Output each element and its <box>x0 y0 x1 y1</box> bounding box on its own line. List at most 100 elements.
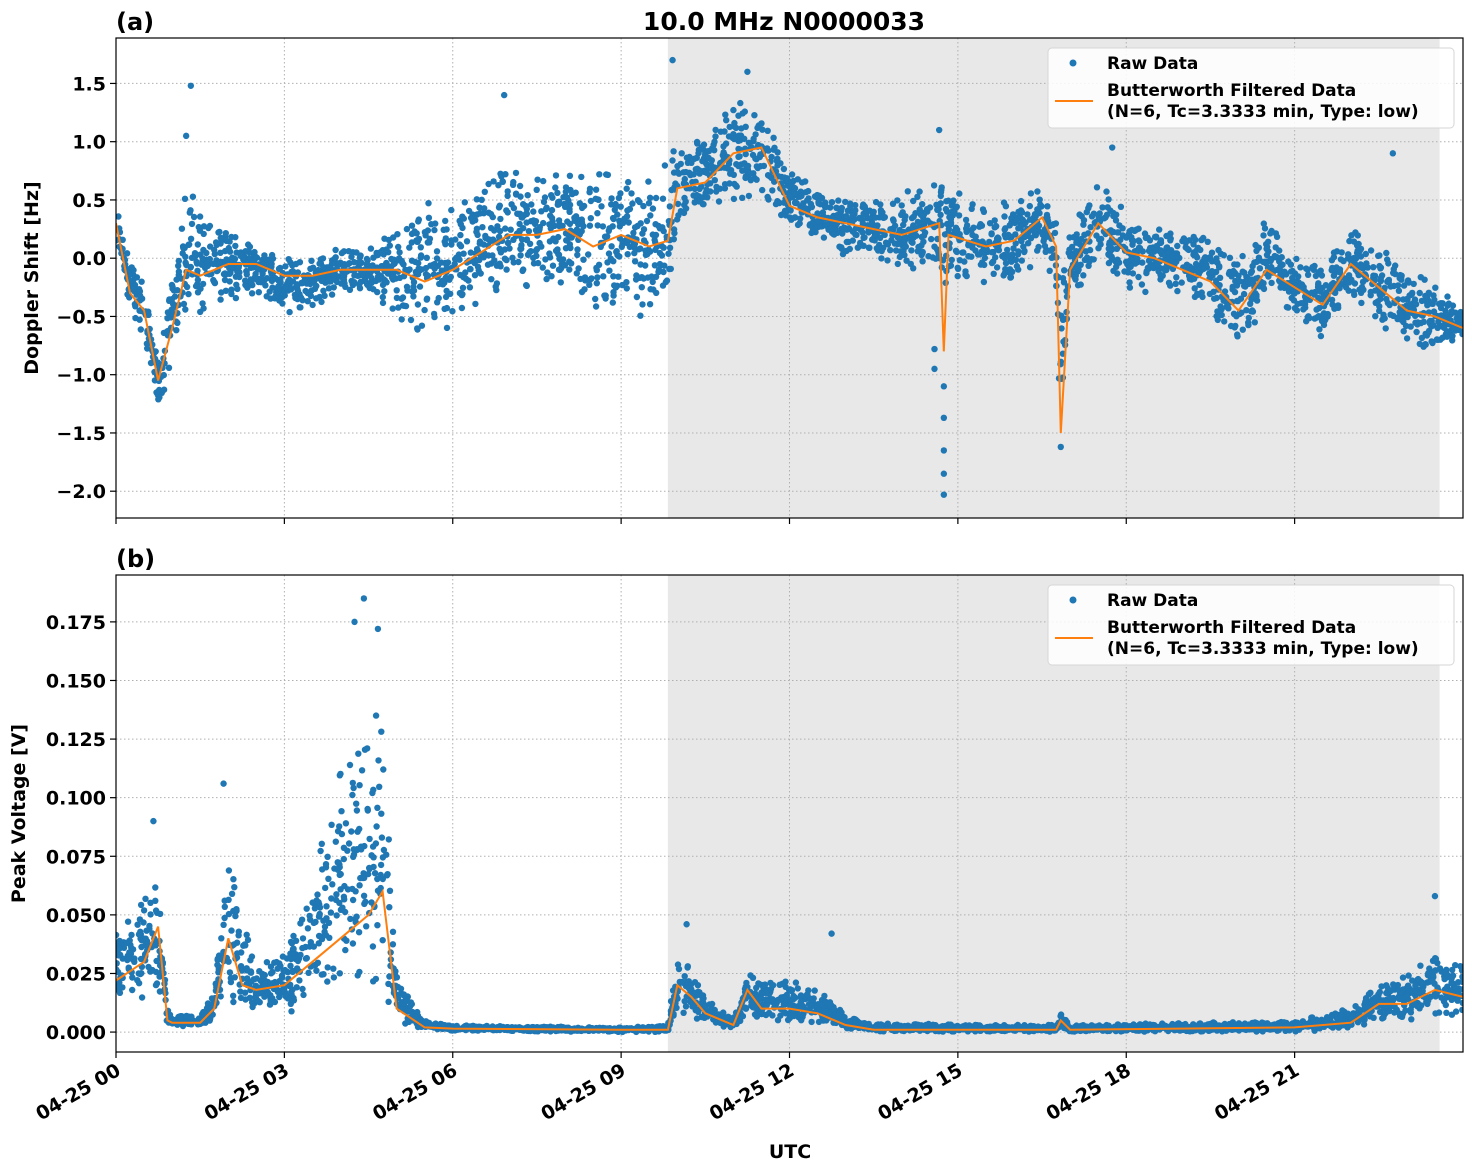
raw-data-point <box>336 864 343 871</box>
raw-data-point <box>735 162 742 170</box>
raw-data-point <box>808 1003 815 1010</box>
raw-data-point <box>873 245 880 252</box>
raw-data-point <box>1190 233 1197 241</box>
raw-data-point <box>569 190 576 198</box>
raw-data-point <box>520 212 527 219</box>
raw-data-point <box>884 241 892 248</box>
raw-data-point <box>236 273 243 281</box>
raw-data-point <box>183 283 191 291</box>
raw-data-point <box>918 233 925 241</box>
raw-data-point <box>968 226 975 234</box>
raw-data-point <box>1002 259 1010 267</box>
raw-data-point <box>481 188 488 195</box>
raw-data-point <box>372 712 380 719</box>
raw-data-outlier <box>669 56 676 64</box>
raw-data-point <box>790 1012 798 1020</box>
raw-data-point <box>353 807 361 814</box>
raw-data-point <box>310 919 317 927</box>
raw-data-point <box>517 193 524 200</box>
raw-data-point <box>235 928 242 935</box>
raw-data-point <box>592 295 599 303</box>
raw-data-point <box>226 248 234 255</box>
raw-data-point <box>362 898 369 905</box>
raw-data-point <box>674 200 682 208</box>
raw-data-point <box>986 220 994 227</box>
raw-data-point <box>528 201 535 208</box>
raw-data-point <box>406 244 413 251</box>
raw-data-point <box>898 202 905 209</box>
raw-data-point <box>928 235 935 243</box>
raw-data-point <box>417 244 424 251</box>
raw-data-point <box>403 225 411 233</box>
raw-data-point <box>1411 296 1419 303</box>
raw-data-point <box>691 979 699 986</box>
raw-data-point <box>981 261 988 269</box>
raw-data-point <box>490 178 497 185</box>
raw-data-point <box>332 838 339 845</box>
raw-data-point <box>497 215 504 223</box>
raw-data-point <box>423 254 430 261</box>
raw-data-point <box>592 186 600 193</box>
raw-data-point <box>380 846 388 854</box>
raw-data-point <box>945 225 952 233</box>
raw-data-point <box>230 876 237 883</box>
raw-data-point <box>578 173 585 181</box>
raw-data-point <box>152 981 160 989</box>
raw-data-point <box>977 221 984 228</box>
raw-data-point <box>134 921 141 928</box>
raw-data-point <box>631 224 639 231</box>
raw-data-point <box>1358 299 1365 307</box>
raw-data-point <box>389 928 397 935</box>
raw-data-point <box>555 233 562 241</box>
raw-data-point <box>164 327 172 335</box>
raw-data-point <box>1444 293 1451 300</box>
raw-data-point <box>1110 209 1117 217</box>
raw-data-point <box>665 250 672 257</box>
raw-data-point <box>272 275 279 282</box>
raw-data-point <box>791 214 799 221</box>
raw-data-point <box>1114 229 1121 236</box>
raw-data-point <box>910 197 917 205</box>
raw-data-point <box>452 236 459 243</box>
raw-data-point <box>1315 269 1322 276</box>
raw-data-point <box>504 209 511 216</box>
raw-data-point <box>378 810 385 817</box>
raw-data-point <box>623 213 631 220</box>
raw-data-point <box>365 870 372 878</box>
y-tick-label: −1.0 <box>56 365 106 387</box>
raw-data-point <box>995 235 1002 242</box>
raw-data-point <box>597 243 604 250</box>
raw-data-point <box>1293 255 1300 263</box>
raw-data-point <box>510 236 517 243</box>
raw-data-point <box>328 291 336 298</box>
raw-data-point <box>393 287 400 294</box>
raw-data-point <box>1377 295 1384 303</box>
raw-data-point <box>542 205 550 213</box>
raw-data-point <box>1260 232 1267 239</box>
raw-data-point <box>247 264 255 271</box>
raw-data-point <box>1051 229 1059 237</box>
raw-data-point <box>772 200 780 208</box>
raw-data-point <box>201 1009 208 1017</box>
raw-data-point <box>179 250 186 257</box>
raw-data-point <box>344 261 351 268</box>
raw-data-point <box>217 993 224 1000</box>
raw-data-point <box>574 251 581 259</box>
raw-data-point <box>947 262 955 269</box>
raw-data-point <box>473 196 480 203</box>
raw-data-point <box>600 273 607 280</box>
raw-data-point <box>261 993 268 1000</box>
raw-data-point <box>385 998 392 1005</box>
raw-data-point <box>822 203 830 211</box>
raw-data-point <box>656 249 664 257</box>
raw-data-point <box>356 882 363 889</box>
raw-data-point <box>1220 297 1227 304</box>
raw-data-point <box>834 212 841 219</box>
raw-data-point <box>269 968 276 976</box>
raw-data-point <box>630 229 637 237</box>
raw-data-point <box>248 978 255 985</box>
raw-data-point <box>846 245 853 253</box>
raw-data-point <box>1370 264 1377 271</box>
raw-data-point <box>720 149 727 156</box>
raw-data-point <box>292 937 300 944</box>
